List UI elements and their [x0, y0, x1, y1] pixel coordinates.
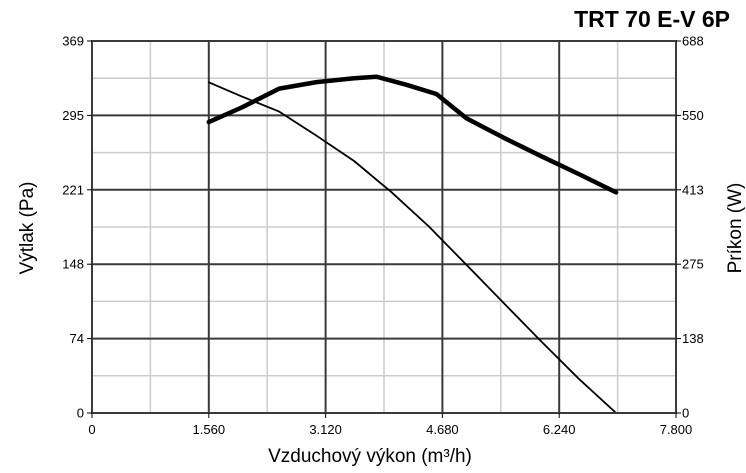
y-left-tick-label: 221 — [62, 182, 84, 197]
y-right-tick-label: 138 — [682, 331, 704, 346]
pressure-curve-line — [207, 81, 617, 414]
chart-title: TRT 70 E-V 6P — [574, 6, 730, 32]
y-right-axis-title: Príkon (W) — [725, 183, 746, 274]
y-right-tick-label: 275 — [682, 257, 704, 272]
x-axis-title: Vzduchový výkon (m³/h) — [268, 446, 472, 467]
plot-frame — [91, 40, 677, 414]
y-left-tick-label: 295 — [62, 108, 84, 123]
y-left-axis-ticks: 0 74 148 221 295 369 — [62, 34, 92, 421]
y-right-tick-label: 688 — [682, 34, 704, 49]
x-axis-ticks: 0 1.560 3.120 4.680 6.240 7.800 — [88, 413, 692, 437]
y-left-axis-title: Výtlak (Pa) — [17, 182, 38, 275]
major-grid — [92, 41, 676, 413]
x-tick-label: 4.680 — [426, 422, 459, 437]
y-right-tick-label: 413 — [682, 182, 704, 197]
y-right-tick-label: 550 — [682, 108, 704, 123]
power-curve-line — [206, 74, 619, 195]
y-left-tick-label: 74 — [70, 331, 84, 346]
y-left-tick-label: 148 — [62, 257, 84, 272]
x-tick-label: 3.120 — [309, 422, 342, 437]
y-right-tick-label: 0 — [682, 406, 689, 421]
x-tick-label: 0 — [88, 422, 95, 437]
y-left-tick-label: 0 — [77, 406, 84, 421]
y-right-axis-ticks: 0 138 275 413 550 688 — [676, 34, 704, 421]
curves — [206, 74, 619, 414]
x-tick-label: 7.800 — [660, 422, 693, 437]
plot-border — [91, 40, 677, 414]
x-tick-label: 6.240 — [543, 422, 576, 437]
y-left-tick-label: 369 — [62, 34, 84, 49]
x-tick-label: 1.560 — [193, 422, 226, 437]
